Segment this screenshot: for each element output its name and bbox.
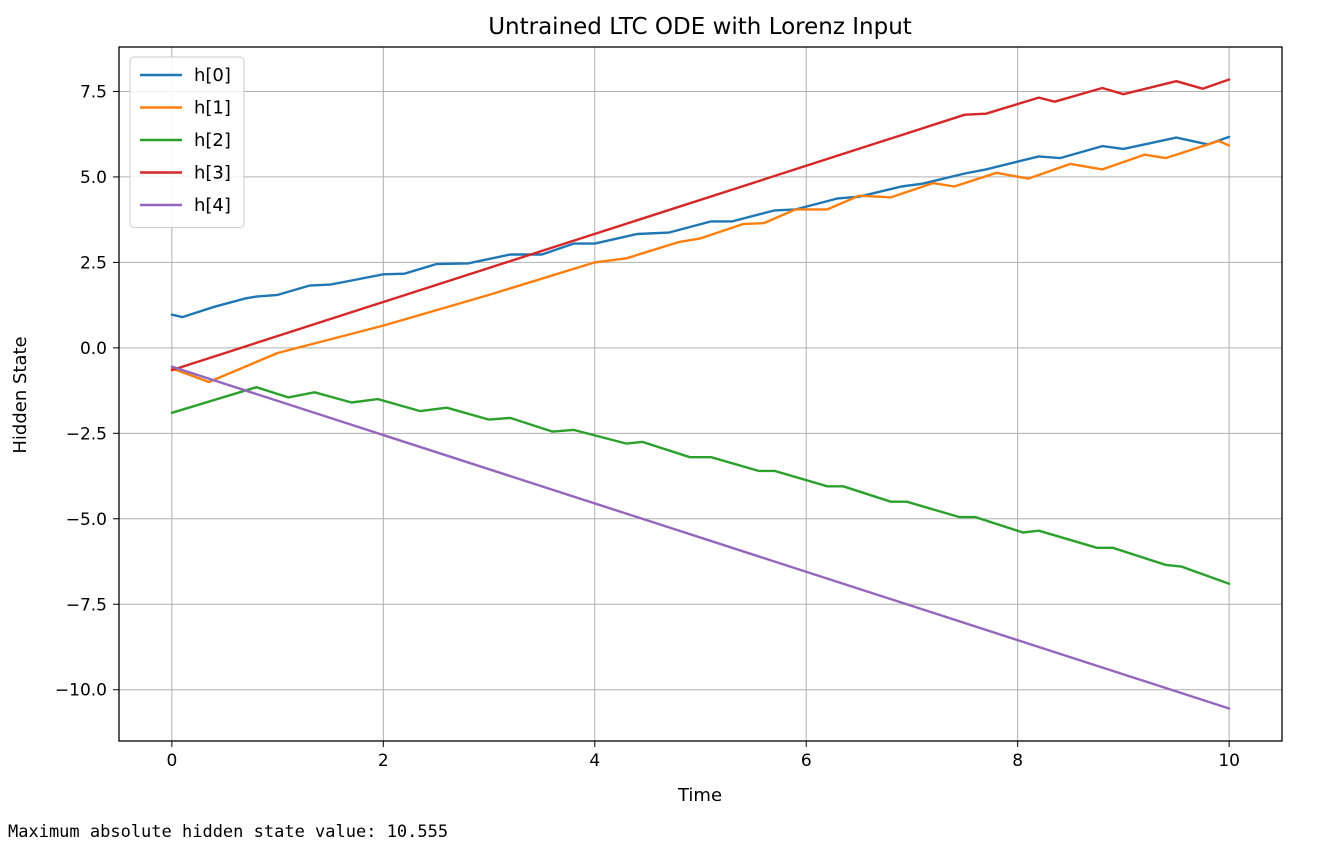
y-tick-label: −7.5 — [66, 595, 107, 615]
x-tick-label: 4 — [589, 751, 600, 771]
y-axis-label: Hidden State — [10, 336, 31, 453]
output-text: Maximum absolute hidden state value: 10.… — [8, 822, 449, 842]
legend-label: h[4] — [194, 195, 231, 216]
y-tick-label: −5.0 — [66, 510, 107, 530]
legend-label: h[2] — [194, 130, 231, 151]
legend: h[0] h[1] h[2] h[3] h[4] — [129, 56, 245, 228]
legend-box — [129, 56, 245, 228]
y-tick-label: 0.0 — [80, 339, 107, 359]
y-tick-label: −2.5 — [66, 424, 107, 444]
y-tick-label: 7.5 — [80, 82, 107, 102]
y-tick-label: 5.0 — [80, 168, 107, 188]
series-line-h-4 — [170, 365, 1231, 710]
grid — [119, 47, 1282, 741]
x-tick-label: 0 — [166, 751, 177, 771]
chart-title: Untrained LTC ODE with Lorenz Input — [488, 14, 912, 40]
x-tick-label: 2 — [378, 751, 389, 771]
plot-frame — [118, 46, 1283, 742]
series-line-h-1 — [170, 139, 1231, 384]
series-line-h-3 — [170, 78, 1231, 372]
x-axis-label: Time — [677, 785, 722, 806]
legend-label: h[0] — [194, 65, 231, 86]
legend-label: h[1] — [194, 98, 231, 119]
y-tick-label: 2.5 — [80, 253, 107, 273]
y-tick-label: −10.0 — [55, 681, 107, 701]
line-chart: 0 2 4 6 8 10 −10.0 −7.5 −5.0 −2.5 0.0 2.5 5.0 7.5 Unt… — [10, 14, 1283, 806]
series-line-h-2 — [170, 386, 1231, 585]
legend-label: h[3] — [194, 163, 231, 184]
figure: 0 2 4 6 8 10 −10.0 −7.5 −5.0 −2.5 0.0 2.5 5.0 7.5 Unt… — [10, 14, 1283, 806]
x-tick-label: 8 — [1012, 751, 1023, 771]
x-tick-label: 6 — [801, 751, 812, 771]
series-layer — [170, 78, 1231, 710]
ticks: 0 2 4 6 8 10 −10.0 −7.5 −5.0 −2.5 0.0 2.5 5.0 7.5 — [55, 82, 1240, 771]
x-tick-label: 10 — [1218, 751, 1240, 771]
series-line-h-0 — [170, 135, 1231, 319]
